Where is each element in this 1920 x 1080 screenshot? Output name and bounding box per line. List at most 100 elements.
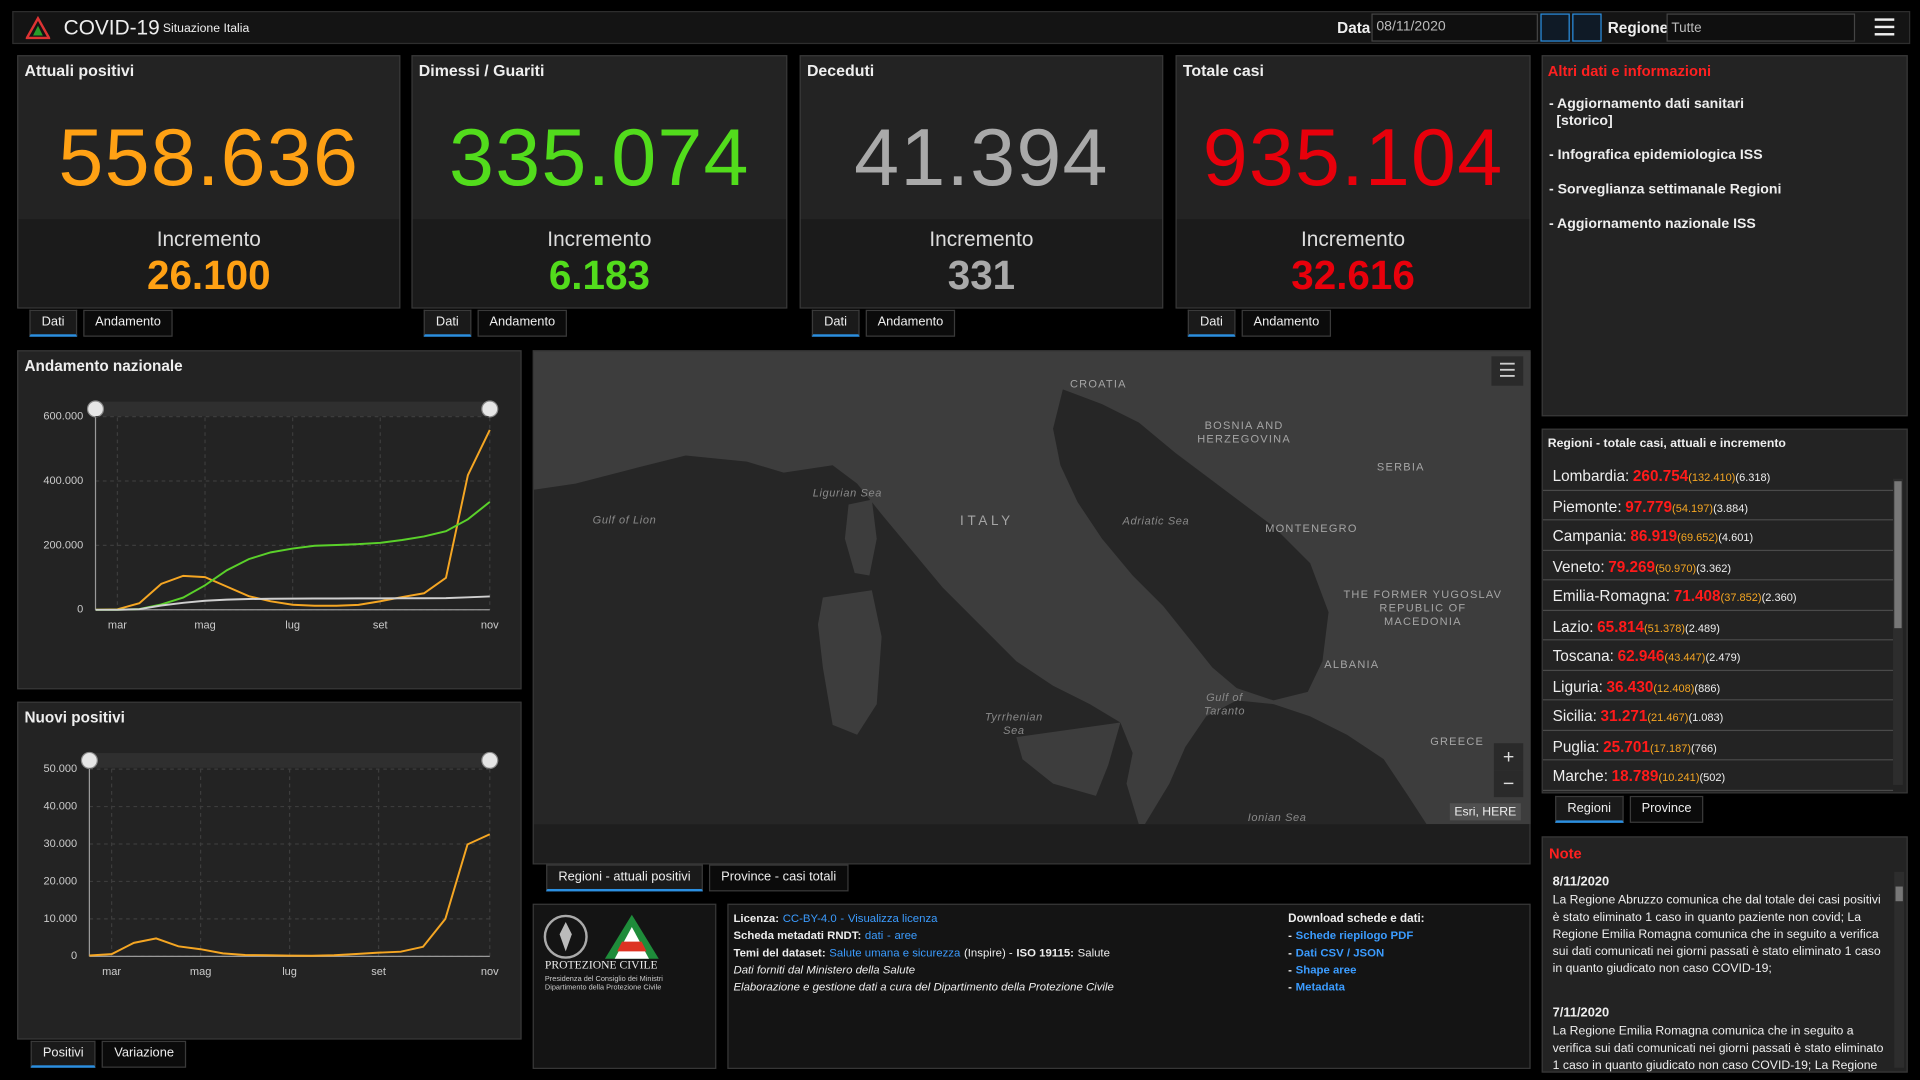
download-item: - Dati CSV / JSON xyxy=(1288,947,1384,959)
download-link[interactable]: Shape aree xyxy=(1295,963,1357,976)
download-item: - Schede riepilogo PDF xyxy=(1288,929,1413,941)
kpi-lower: Incremento 32.616 xyxy=(1176,219,1530,308)
kpi-value: 335.074 xyxy=(449,111,750,203)
region-select[interactable]: Tutte xyxy=(1666,13,1856,42)
tab[interactable]: Dati xyxy=(811,309,860,337)
kpi-card: Dimessi / Guariti 335.074 Incremento 6.183 xyxy=(411,55,788,309)
chart-panel: Andamento nazionale xyxy=(17,350,522,690)
footer-link[interactable]: dati xyxy=(864,929,884,942)
date-input[interactable]: 08/11/2020 xyxy=(1371,13,1538,42)
scrollbar xyxy=(1893,478,1903,785)
kpi-value: 41.394 xyxy=(854,111,1109,203)
date-button[interactable] xyxy=(1572,13,1602,42)
note-date: 7/11/2020 xyxy=(1552,1005,1610,1020)
tab-bar: Dati Andamento xyxy=(29,309,174,337)
date-button[interactable] xyxy=(1540,13,1570,42)
download-dash: - xyxy=(1288,963,1292,976)
header: COVID-19 Situazione Italia Data 08/11/2020 R… xyxy=(12,11,1911,45)
footer-link[interactable]: CC-BY-4.0 xyxy=(782,912,837,925)
tab[interactable]: Positivi xyxy=(30,1040,96,1068)
region-current: (37.852) xyxy=(1720,591,1762,604)
info-link[interactable]: - Aggiornamento nazionale ISS xyxy=(1548,216,1756,232)
footer-text: Salute xyxy=(1077,946,1110,959)
footer-link[interactable]: aree xyxy=(894,929,918,942)
tab[interactable]: Andamento xyxy=(865,309,956,337)
region-current: (10.241) xyxy=(1658,771,1700,784)
kpi-card: Totale casi 935.104 Incremento 32.616 xyxy=(1175,55,1531,309)
tab[interactable]: Dati xyxy=(29,309,77,337)
region-total: 86.919 xyxy=(1630,527,1678,545)
footer-link[interactable]: - xyxy=(840,912,845,925)
tab[interactable]: Province - casi totali xyxy=(708,864,849,892)
chart-panel: Nuovi positivi xyxy=(17,701,522,1040)
regions-title: Regioni - totale casi, attuali e increme… xyxy=(1547,437,1786,451)
region-name: Veneto: xyxy=(1552,557,1605,575)
info-link[interactable]: - Infografica epidemiologica ISS xyxy=(1548,148,1763,163)
region-row: Veneto: 79.269(50.970)(3.362) xyxy=(1542,550,1894,581)
tab[interactable]: Regioni xyxy=(1555,795,1624,823)
download-title: Download schede e dati: xyxy=(1288,912,1425,926)
footer-text: Dati forniti dal Ministero della Salute xyxy=(733,963,916,976)
chart-title: Andamento nazionale xyxy=(24,357,183,375)
tab[interactable]: Andamento xyxy=(1241,309,1332,337)
app-subtitle: Situazione Italia xyxy=(162,22,250,36)
region-increment: (2.479) xyxy=(1705,651,1741,664)
region-row: Lombardia: 260.754(132.410)(6.318) xyxy=(1542,460,1894,491)
footer-link[interactable]: Visualizza licenza xyxy=(847,912,938,925)
footer-line: Licenza: CC-BY-4.0- Visualizza licenza xyxy=(733,912,941,924)
footer-link[interactable]: Salute umana e sicurezza xyxy=(829,946,961,959)
download-link[interactable]: Metadata xyxy=(1295,980,1346,994)
footer-panel: Licenza: CC-BY-4.0- Visualizza licenza Sche… xyxy=(727,903,1531,1069)
region-increment: (3.362) xyxy=(1696,561,1732,574)
logo-line: Presidenza del Consiglio dei Ministri xyxy=(544,975,663,984)
tab[interactable]: Dati xyxy=(1187,309,1236,337)
kpi-card: Attuali positivi 558.636 Incremento 26.100 xyxy=(17,55,401,309)
region-name: Toscana: xyxy=(1552,647,1614,665)
chart-title: Nuovi positivi xyxy=(24,708,125,727)
info-link[interactable]: - Aggiornamento dati sanitari xyxy=(1548,96,1745,112)
region-total: 260.754 xyxy=(1632,467,1689,485)
download-link[interactable]: Schede riepilogo PDF xyxy=(1295,929,1414,942)
tab[interactable]: Andamento xyxy=(82,309,174,337)
footer-link[interactable]: - xyxy=(886,929,891,942)
region-total: 25.701 xyxy=(1603,737,1650,755)
region-name: Puglia: xyxy=(1552,737,1600,755)
tab[interactable]: Dati xyxy=(423,309,472,337)
kpi-lower: Incremento 26.100 xyxy=(18,219,400,308)
info-link[interactable]: - Sorveglianza settimanale Regioni xyxy=(1548,182,1782,198)
footer-text: Temi del dataset: xyxy=(733,946,826,959)
increment-value: 6.183 xyxy=(548,252,650,298)
region-row: Emilia-Romagna: 71.408(37.852)(2.360) xyxy=(1542,580,1894,611)
footer-text: (Inspire) - xyxy=(963,946,1013,959)
tab[interactable]: Andamento xyxy=(477,309,568,337)
scroll-thumb xyxy=(1895,886,1903,902)
region-increment: (886) xyxy=(1694,681,1721,694)
download-dash: - xyxy=(1288,980,1292,994)
download-link[interactable]: Dati CSV / JSON xyxy=(1295,946,1385,959)
region-total: 71.408 xyxy=(1673,587,1721,605)
footer-line: Elaborazione e gestione dati a cura del … xyxy=(733,981,1117,993)
region-total: 31.271 xyxy=(1600,707,1648,725)
download-item: - Metadata xyxy=(1288,981,1345,993)
menu-button[interactable] xyxy=(1874,18,1895,36)
info-link[interactable]: [storico] xyxy=(1556,113,1613,129)
region-current: (50.970) xyxy=(1655,561,1697,574)
region-name: Lombardia: xyxy=(1552,467,1630,485)
tab[interactable]: Variazione xyxy=(101,1040,187,1068)
increment-label: Incremento xyxy=(929,227,1034,252)
tab[interactable]: Province xyxy=(1629,795,1704,823)
region-name: Lazio: xyxy=(1552,617,1594,635)
region-increment: (6.318) xyxy=(1735,471,1771,484)
region-current: (54.197) xyxy=(1672,501,1714,514)
increment-value: 32.616 xyxy=(1291,252,1415,298)
logo-line: Dipartimento della Protezione Civile xyxy=(544,984,662,992)
region-increment: (2.360) xyxy=(1761,591,1797,604)
notes-panel: Note 8/11/2020 La Regione Abruzzo comunica… xyxy=(1541,836,1908,1073)
footer-text: ISO 19115: xyxy=(1016,946,1074,959)
kpi-lower: Incremento 6.183 xyxy=(412,219,787,308)
region-name: Marche: xyxy=(1552,767,1608,785)
region-row: Piemonte: 97.779(54.197)(3.884) xyxy=(1542,490,1894,521)
tab[interactable]: Regioni - attuali positivi xyxy=(546,864,703,892)
kpi-value: 558.636 xyxy=(58,111,360,203)
region-row: Campania: 86.919(69.652)(4.601) xyxy=(1542,520,1894,551)
